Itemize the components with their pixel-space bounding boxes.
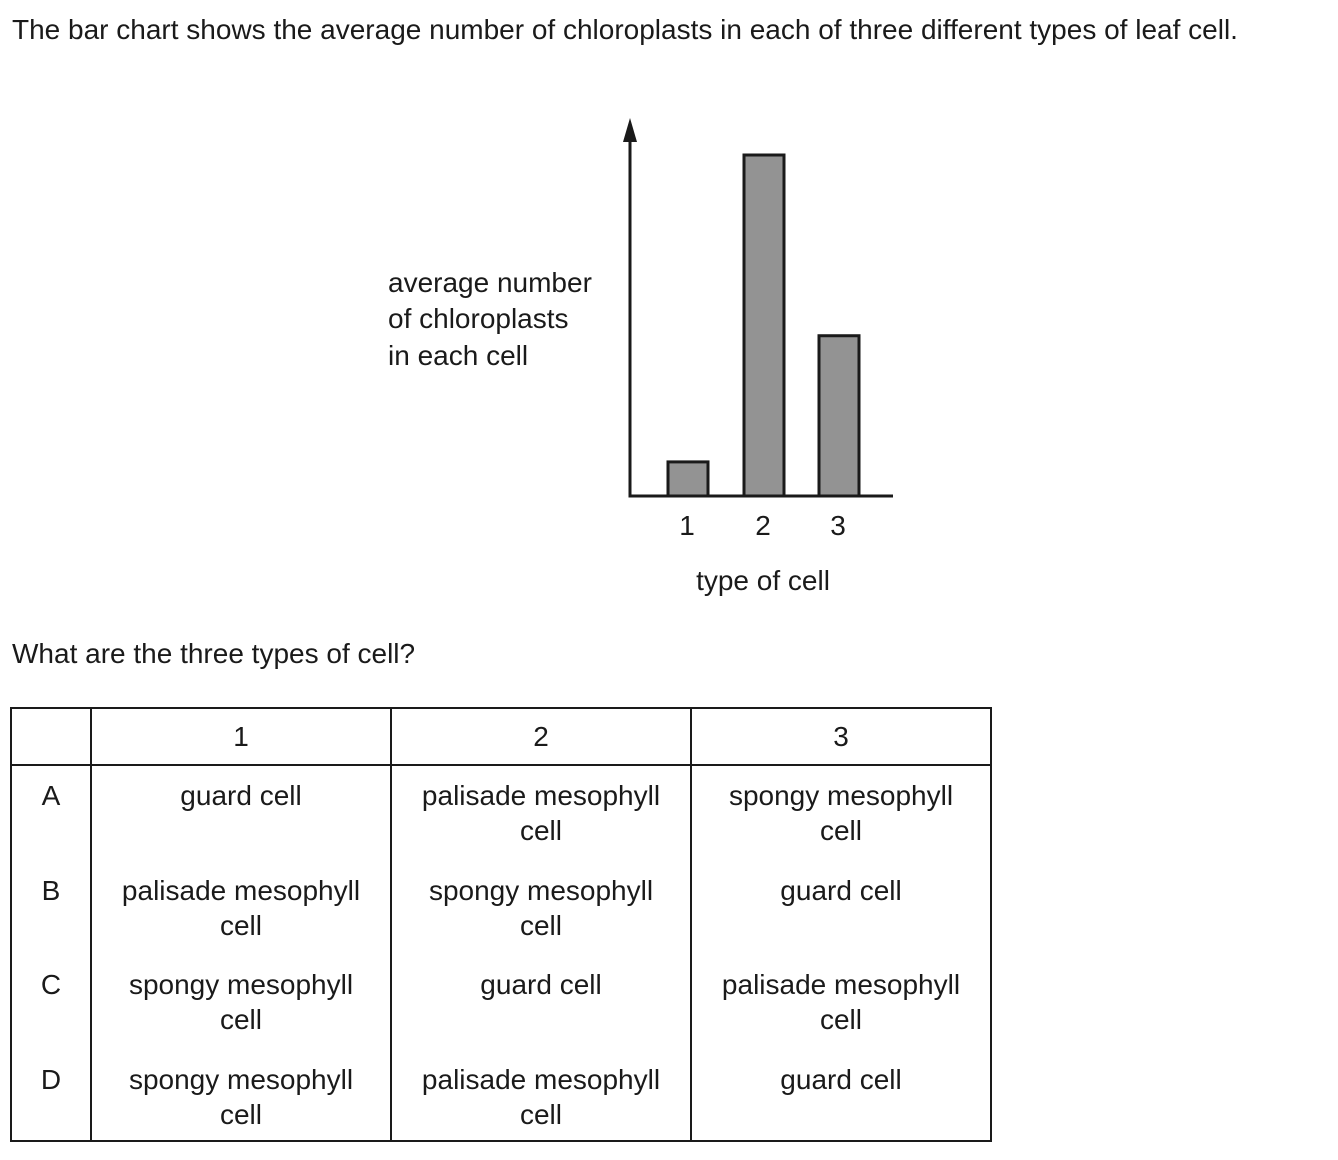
option-a-cell-2: palisade mesophyll cell (390, 765, 692, 861)
bar-3 (817, 334, 861, 498)
y-axis-label-line-1: average number (388, 267, 592, 298)
option-d-cell-1: spongy mesophyll cell (90, 1050, 392, 1142)
option-b-cell-2: spongy mesophyll cell (390, 861, 692, 955)
question-text: What are the three types of cell? (12, 638, 416, 669)
option-letter-c: C (10, 955, 92, 1050)
header-cell-3: 3 (690, 707, 992, 766)
header-cell-1: 1 (90, 707, 392, 766)
y-axis-label-line-3: in each cell (388, 340, 529, 371)
x-tick-label-3: 3 (830, 510, 846, 541)
x-tick-label-1: 1 (679, 510, 695, 541)
x-tick-label-2: 2 (755, 510, 771, 541)
option-a-cell-1: guard cell (90, 765, 392, 861)
option-letter-b: B (10, 861, 92, 955)
option-a-cell-3: spongy mesophyll cell (690, 765, 992, 861)
option-d-cell-3: guard cell (690, 1050, 992, 1142)
y-axis-arrowhead (623, 118, 637, 142)
bar-1 (666, 460, 710, 498)
table-header-row: 1 2 3 (10, 707, 992, 766)
option-letter-a: A (10, 765, 92, 861)
header-cell-blank (10, 707, 92, 766)
y-axis-label-line-2: of chloroplasts (388, 303, 569, 334)
option-c-cell-2: guard cell (390, 955, 692, 1050)
header-cell-2: 2 (390, 707, 692, 766)
option-d-cell-2: palisade mesophyll cell (390, 1050, 692, 1142)
x-axis-label: type of cell (696, 565, 830, 596)
bar-2 (742, 153, 786, 498)
option-letter-d: D (10, 1050, 92, 1142)
option-b-cell-1: palisade mesophyll cell (90, 861, 392, 955)
option-c-cell-1: spongy mesophyll cell (90, 955, 392, 1050)
intro-text: The bar chart shows the average number o… (12, 14, 1238, 45)
option-b-cell-3: guard cell (690, 861, 992, 955)
option-c-cell-3: palisade mesophyll cell (690, 955, 992, 1050)
